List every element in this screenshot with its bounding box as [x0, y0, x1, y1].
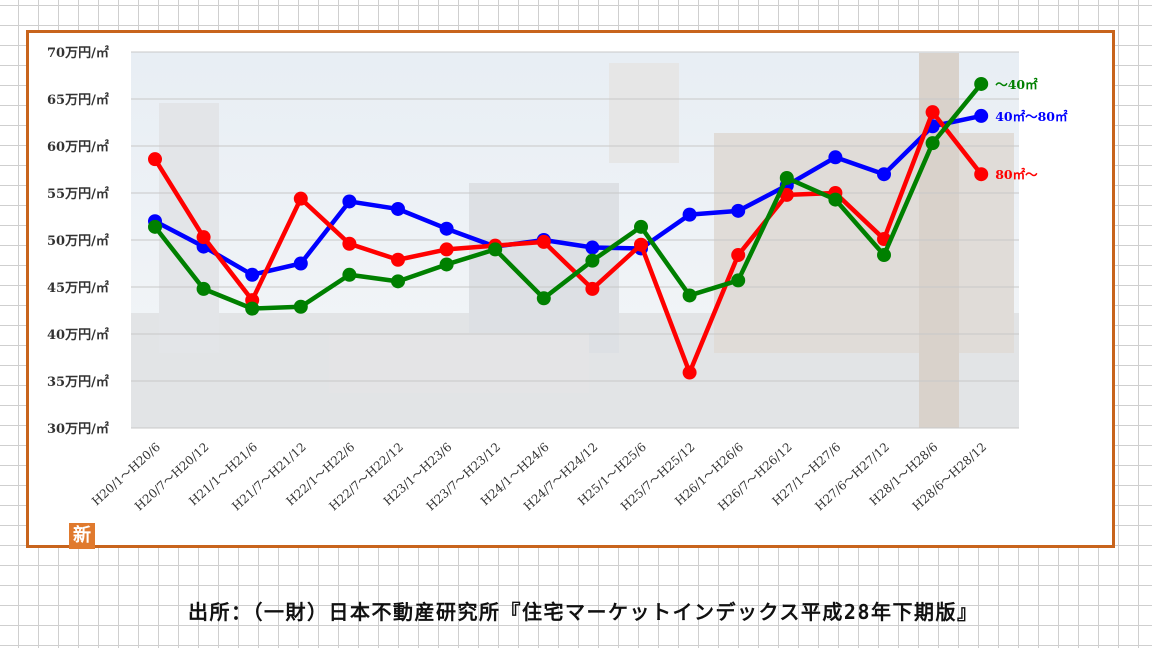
- series-line: [153, 113, 982, 278]
- data-point: [779, 187, 794, 202]
- data-point: [148, 152, 162, 167]
- data-point: [342, 194, 357, 209]
- data-point: [585, 281, 600, 296]
- data-point: [925, 105, 940, 120]
- data-point: [488, 242, 503, 257]
- data-point: [682, 365, 697, 380]
- data-point: [974, 76, 989, 91]
- data-point: [974, 108, 989, 123]
- data-point: [536, 291, 551, 306]
- data-point: [634, 237, 648, 252]
- data-point: [731, 203, 746, 218]
- source-note: 出所：（一財）日本不動産研究所『住宅マーケットインデックス平成28年下期版』: [188, 600, 979, 624]
- data-point: [828, 192, 843, 207]
- data-point: [196, 281, 211, 296]
- y-tick-label: 50万円/㎡: [47, 233, 109, 249]
- y-tick-label: 45万円/㎡: [47, 280, 109, 296]
- data-point: [245, 267, 260, 282]
- data-point: [682, 207, 697, 222]
- data-point: [391, 274, 405, 289]
- data-point: [391, 252, 405, 267]
- data-point: [439, 257, 454, 272]
- data-point: [828, 150, 843, 165]
- y-axis-ticks: 30万円/㎡ 35万円/㎡ 40万円/㎡ 45万円/㎡ 50万円/㎡ 55万円/㎡ 60万円…: [47, 45, 109, 437]
- data-point: [877, 248, 891, 263]
- y-tick-label: 35万円/㎡: [47, 374, 109, 390]
- data-point: [342, 267, 357, 282]
- data-point: [439, 221, 454, 236]
- series-labels: 40㎡～80㎡ 80㎡～ ～40㎡: [995, 77, 1068, 182]
- data-point: [925, 136, 940, 151]
- new-badge: 新: [69, 523, 95, 549]
- data-point: [779, 170, 794, 185]
- data-point: [245, 301, 260, 316]
- line-chart: 30万円/㎡ 35万円/㎡ 40万円/㎡ 45万円/㎡ 50万円/㎡ 55万円/㎡ 60万円…: [47, 45, 1068, 514]
- data-point: [342, 236, 357, 251]
- series-layer: [148, 76, 989, 380]
- y-tick-label: 30万円/㎡: [47, 421, 109, 437]
- data-point: [293, 191, 308, 206]
- data-point: [731, 273, 746, 288]
- data-point: [974, 167, 989, 182]
- data-point: [634, 219, 648, 234]
- data-point: [585, 253, 600, 268]
- x-axis-ticks: H20/1～H20/6H20/7～H20/12H21/1～H21/6H21/7～…: [89, 440, 989, 514]
- data-point: [148, 219, 162, 234]
- series-label: ～40㎡: [995, 77, 1038, 92]
- y-tick-label: 55万円/㎡: [47, 186, 109, 202]
- data-point: [439, 242, 454, 257]
- series-label: 80㎡～: [995, 167, 1038, 182]
- data-point: [536, 234, 551, 249]
- y-tick-label: 70万円/㎡: [47, 45, 109, 61]
- series-label: 40㎡～80㎡: [995, 109, 1068, 124]
- data-point: [731, 248, 746, 263]
- data-point: [585, 240, 600, 255]
- y-tick-label: 40万円/㎡: [47, 327, 109, 343]
- series-line: [153, 109, 983, 375]
- y-tick-label: 60万円/㎡: [47, 139, 109, 155]
- data-point: [391, 201, 405, 216]
- data-point: [877, 167, 891, 182]
- data-point: [196, 230, 211, 245]
- data-point: [293, 256, 308, 271]
- chart-frame: 30万円/㎡ 35万円/㎡ 40万円/㎡ 45万円/㎡ 50万円/㎡ 55万円/㎡ 60万円…: [26, 30, 1115, 549]
- data-point: [293, 299, 308, 314]
- data-point: [682, 288, 697, 303]
- y-tick-label: 65万円/㎡: [47, 92, 109, 108]
- series-line: [153, 82, 983, 311]
